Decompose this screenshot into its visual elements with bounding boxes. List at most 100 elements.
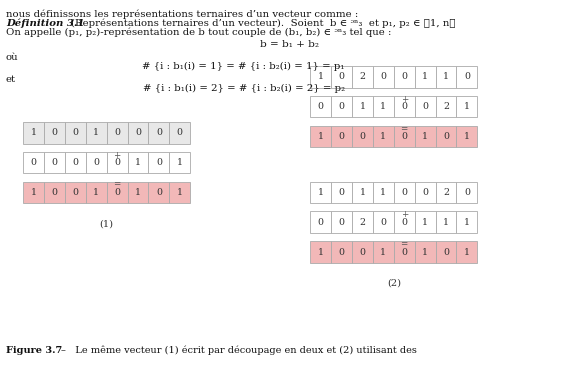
Text: 0: 0 xyxy=(339,188,345,197)
Bar xyxy=(86,182,107,203)
Bar xyxy=(373,66,394,88)
Text: 1: 1 xyxy=(443,72,449,81)
Text: 0: 0 xyxy=(339,132,345,141)
Text: 0: 0 xyxy=(401,102,407,111)
Bar xyxy=(373,241,394,263)
Bar xyxy=(456,241,477,263)
Text: 0: 0 xyxy=(401,218,407,227)
Bar xyxy=(86,122,107,144)
Text: 0: 0 xyxy=(318,218,324,227)
Text: et: et xyxy=(6,75,16,84)
Bar xyxy=(352,66,373,88)
Bar xyxy=(352,211,373,233)
Bar xyxy=(169,122,190,144)
Bar xyxy=(456,96,477,117)
Text: 1: 1 xyxy=(464,248,470,257)
Bar xyxy=(436,66,456,88)
Text: 0: 0 xyxy=(318,102,324,111)
Bar xyxy=(128,152,148,173)
Text: –   Le même vecteur (1) écrit par découpage en deux et (2) utilisant des: – Le même vecteur (1) écrit par découpag… xyxy=(61,346,417,355)
Text: 0: 0 xyxy=(156,128,162,137)
Bar xyxy=(415,96,436,117)
Text: 0: 0 xyxy=(380,72,386,81)
Text: 1: 1 xyxy=(422,248,428,257)
Text: 0: 0 xyxy=(443,132,449,141)
Text: nous définissons les représentations ternaires d’un vecteur comme :: nous définissons les représentations ter… xyxy=(6,9,358,19)
Bar xyxy=(107,122,128,144)
Text: 0: 0 xyxy=(401,132,407,141)
Text: 1: 1 xyxy=(464,132,470,141)
Text: 0: 0 xyxy=(422,188,428,197)
Text: 2: 2 xyxy=(360,72,365,81)
Text: 0: 0 xyxy=(464,188,470,197)
Text: 2: 2 xyxy=(443,102,449,111)
Text: 0: 0 xyxy=(93,158,99,167)
Text: Figure 3.7: Figure 3.7 xyxy=(6,346,62,355)
Bar xyxy=(310,126,331,147)
Text: +: + xyxy=(401,210,408,219)
Bar xyxy=(415,211,436,233)
Text: 1: 1 xyxy=(464,218,470,227)
Text: 0: 0 xyxy=(422,102,428,111)
Text: 0: 0 xyxy=(339,72,345,81)
Text: 1: 1 xyxy=(31,128,37,137)
Bar xyxy=(394,241,415,263)
Text: 0: 0 xyxy=(52,128,57,137)
Bar xyxy=(436,182,456,203)
Text: 1: 1 xyxy=(318,72,324,81)
Text: 1: 1 xyxy=(318,248,324,257)
Text: On appelle (p₁, p₂)-représentation de b tout couple de (b₁, b₂) ∈ ᵓⁿ₃ tel que :: On appelle (p₁, p₂)-représentation de b … xyxy=(6,28,391,37)
Text: 1: 1 xyxy=(177,188,183,197)
Bar xyxy=(65,182,86,203)
Bar xyxy=(310,96,331,117)
Bar xyxy=(436,96,456,117)
Bar xyxy=(415,182,436,203)
Text: 1: 1 xyxy=(380,188,386,197)
Text: 0: 0 xyxy=(135,128,141,137)
Bar xyxy=(107,182,128,203)
Text: 1: 1 xyxy=(318,188,324,197)
Text: 0: 0 xyxy=(72,158,78,167)
Text: 0: 0 xyxy=(72,128,78,137)
Text: 0: 0 xyxy=(156,158,162,167)
Text: 1: 1 xyxy=(464,102,470,111)
Text: +: + xyxy=(114,151,121,160)
Bar xyxy=(373,182,394,203)
Bar xyxy=(373,126,394,147)
Text: # {i : b₁(i) = 2} = # {i : b₂(i) = 2} = p₂: # {i : b₁(i) = 2} = # {i : b₂(i) = 2} = … xyxy=(143,84,345,93)
Text: 0: 0 xyxy=(339,218,345,227)
Bar xyxy=(331,241,352,263)
Text: 0: 0 xyxy=(443,248,449,257)
Bar xyxy=(436,126,456,147)
Text: 2: 2 xyxy=(360,218,365,227)
Bar xyxy=(394,182,415,203)
Bar xyxy=(310,182,331,203)
Bar xyxy=(352,182,373,203)
Bar xyxy=(128,122,148,144)
Text: 0: 0 xyxy=(401,188,407,197)
Text: (1): (1) xyxy=(100,219,114,228)
Text: 1: 1 xyxy=(380,132,386,141)
Bar xyxy=(86,152,107,173)
Bar xyxy=(373,96,394,117)
Text: b = b₁ + b₂: b = b₁ + b₂ xyxy=(260,40,320,49)
Text: 1: 1 xyxy=(422,72,428,81)
Bar xyxy=(23,122,44,144)
Bar xyxy=(169,182,190,203)
Bar xyxy=(456,182,477,203)
Bar xyxy=(331,126,352,147)
Bar xyxy=(394,126,415,147)
Text: 0: 0 xyxy=(360,132,365,141)
Text: 0: 0 xyxy=(177,128,183,137)
Bar xyxy=(44,122,65,144)
Text: 0: 0 xyxy=(114,128,120,137)
Bar xyxy=(352,241,373,263)
Bar xyxy=(65,122,86,144)
Bar xyxy=(456,211,477,233)
Text: 0: 0 xyxy=(401,72,407,81)
Text: 1: 1 xyxy=(422,218,428,227)
Bar xyxy=(373,211,394,233)
Text: où: où xyxy=(6,53,19,62)
Text: 1: 1 xyxy=(93,188,99,197)
Bar xyxy=(44,152,65,173)
